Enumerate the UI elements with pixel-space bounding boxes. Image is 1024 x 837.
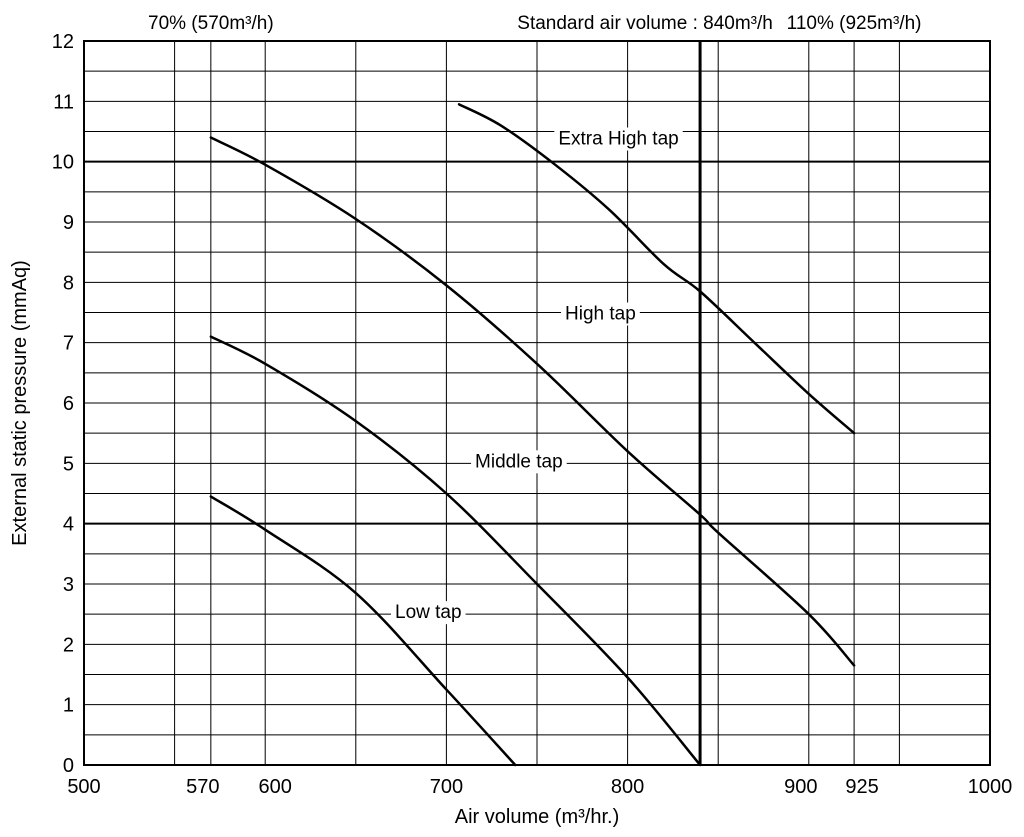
y-tick-label: 10 — [52, 152, 74, 174]
plot-frame-layer — [83, 40, 991, 766]
y-axis-title: External static pressure (mmAq) — [9, 260, 31, 546]
x-tick-label: 500 — [67, 776, 100, 798]
x-tick-label: 1000 — [968, 776, 1013, 798]
y-tick-label: 9 — [63, 212, 74, 234]
x-tick-label: 800 — [611, 776, 644, 798]
top-annotation: 70% (570m³/h) — [148, 13, 274, 34]
curve-label-bg-low-tap — [391, 601, 466, 625]
curve-layer — [209, 103, 856, 767]
y-tick-label: 12 — [52, 31, 74, 53]
curve-label-high-tap: High tap — [565, 304, 636, 325]
y-tick-label: 3 — [63, 574, 74, 596]
curve-label-low-tap: Low tap — [395, 602, 462, 623]
curve-label-extra-high-tap: Extra High tap — [558, 129, 678, 150]
curve-middle-tap — [209, 335, 702, 767]
x-tick-label: 700 — [430, 776, 463, 798]
y-tick-label: 2 — [63, 634, 74, 656]
y-tick-label: 1 — [63, 695, 74, 717]
curve-label-bg-high-tap — [561, 302, 640, 326]
y-tick-label: 5 — [63, 453, 74, 475]
top-annotation: 110% (925m³/h) — [787, 13, 922, 34]
text-layer: Air volume (m³/hr.) External static pres… — [9, 13, 1012, 828]
plot-frame — [83, 40, 991, 766]
x-tick-label: 570 — [186, 776, 219, 798]
x-axis-title: Air volume (m³/hr.) — [455, 806, 619, 828]
x-tick-label: 900 — [784, 776, 817, 798]
curve-label-bg-extra-high-tap — [554, 127, 683, 151]
y-tick-label: 7 — [63, 333, 74, 355]
y-tick-label: 6 — [63, 393, 74, 415]
curve-low-tap — [209, 495, 517, 767]
top-annotation: Standard air volume : 840m³/h — [517, 13, 773, 34]
x-tick-label: 925 — [845, 776, 878, 798]
curve-label-bg-middle-tap — [471, 450, 567, 474]
curve-extra-high-tap — [457, 103, 856, 435]
y-tick-label: 0 — [63, 755, 74, 777]
y-tick-label: 4 — [63, 514, 74, 536]
curve-high-tap — [209, 136, 856, 667]
x-tick-label: 600 — [259, 776, 292, 798]
y-tick-label: 8 — [63, 272, 74, 294]
curve-label-middle-tap: Middle tap — [475, 451, 563, 472]
y-tick-label: 11 — [53, 91, 74, 113]
